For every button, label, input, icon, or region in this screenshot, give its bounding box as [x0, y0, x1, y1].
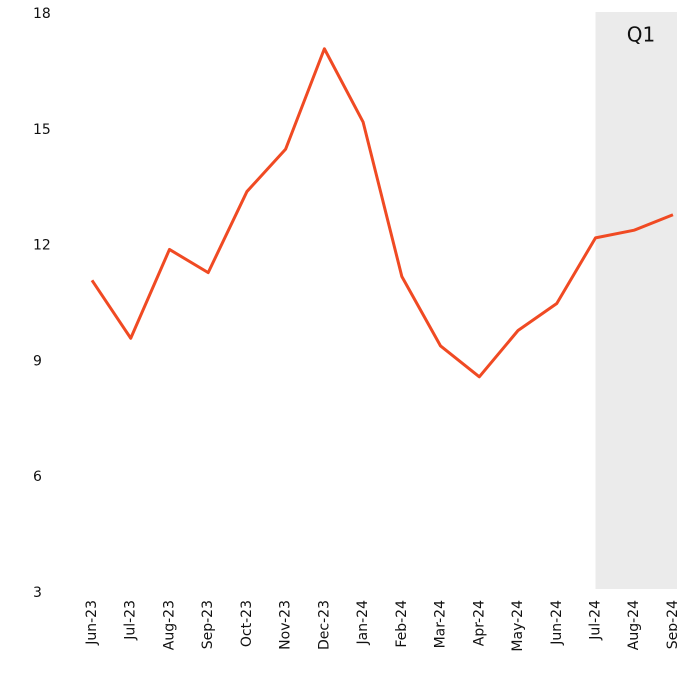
y-tick-label: 6 [33, 469, 42, 485]
x-tick-label: Jul-24 [587, 600, 603, 641]
x-tick-label: Aug-24 [626, 600, 642, 650]
x-tick-label: Nov-23 [278, 600, 294, 650]
shaded-period [595, 12, 677, 589]
x-tick-label: Jan-24 [355, 600, 371, 646]
y-tick-label: 12 [33, 238, 51, 254]
data-line [90, 47, 674, 379]
x-tick-label: Apr-24 [471, 600, 487, 646]
x-tick-label: Oct-23 [239, 600, 255, 647]
x-tick-label: Sep-23 [200, 600, 216, 649]
x-tick-label: Mar-24 [433, 600, 449, 648]
x-tick-label: May-24 [510, 600, 526, 652]
x-tick-label: Jul-23 [123, 600, 139, 641]
x-tick-label: Sep-24 [665, 600, 677, 649]
x-tick-label: Dec-23 [316, 600, 332, 650]
x-tick-label: Feb-24 [394, 600, 410, 648]
x-tick-label: Jun-23 [84, 600, 100, 646]
y-tick-label: 18 [33, 6, 51, 22]
y-tick-label: 9 [33, 353, 42, 369]
y-tick-label: 3 [33, 585, 42, 601]
x-tick-label: Aug-23 [161, 600, 177, 650]
y-tick-label: 15 [33, 122, 51, 138]
x-tick-label: Jun-24 [549, 600, 565, 646]
period-label: Q1 [627, 23, 655, 47]
